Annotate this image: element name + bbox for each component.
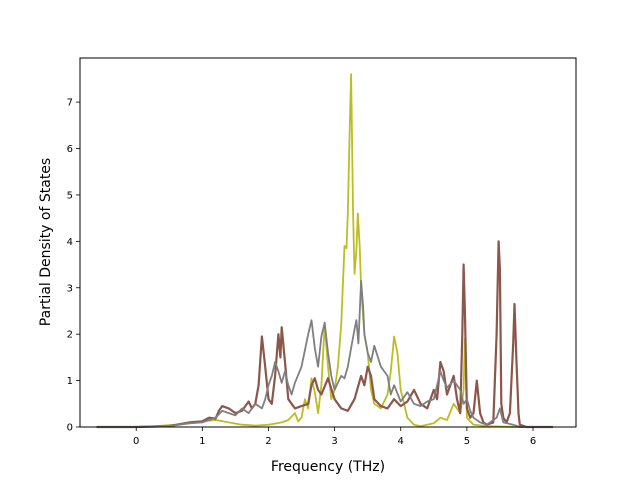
- x-axis-ticks: 0 1 2 3 4 5 6: [133, 427, 536, 447]
- y-tick-label: 3: [67, 283, 73, 294]
- y-tick-label: 7: [67, 98, 73, 109]
- y-axis-label: Partial Density of States: [38, 158, 54, 326]
- x-tick-label: 0: [133, 436, 139, 447]
- y-tick-label: 4: [67, 237, 73, 248]
- series-line-1: [96, 73, 553, 428]
- y-tick-label: 1: [67, 376, 73, 387]
- series-line-2: [96, 240, 553, 429]
- series-layer: [96, 73, 553, 429]
- x-tick-label: 3: [331, 436, 337, 447]
- x-tick-label: 2: [265, 436, 271, 447]
- x-axis-label: Frequency (THz): [271, 459, 385, 475]
- y-tick-label: 5: [67, 190, 73, 201]
- series-line-3: [96, 279, 553, 428]
- x-tick-label: 1: [199, 436, 205, 447]
- y-tick-label: 0: [67, 423, 73, 434]
- x-tick-label: 6: [530, 436, 536, 447]
- y-tick-label: 2: [67, 330, 73, 341]
- plot-frame: [79, 57, 577, 428]
- y-axis-ticks: 0 1 2 3 4 5 6 7: [67, 98, 80, 434]
- y-tick-label: 6: [67, 144, 73, 155]
- x-tick-label: 5: [464, 436, 470, 447]
- x-tick-label: 4: [398, 436, 404, 447]
